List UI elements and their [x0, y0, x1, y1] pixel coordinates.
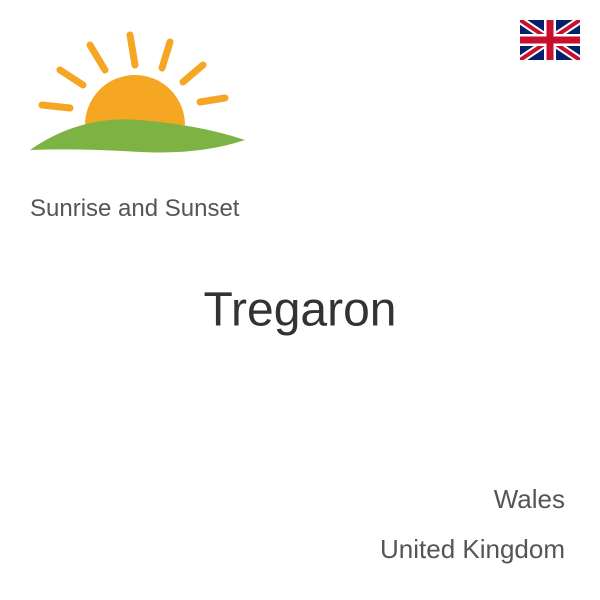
tagline-text: Sunrise and Sunset — [30, 195, 239, 223]
sunrise-logo — [20, 20, 260, 180]
city-title: Tregaron — [204, 283, 397, 338]
hill-icon — [30, 119, 245, 152]
region-text: Wales — [494, 484, 565, 515]
uk-flag-icon — [520, 20, 580, 60]
country-text: United Kingdom — [380, 534, 565, 565]
sun-icon — [85, 75, 185, 125]
